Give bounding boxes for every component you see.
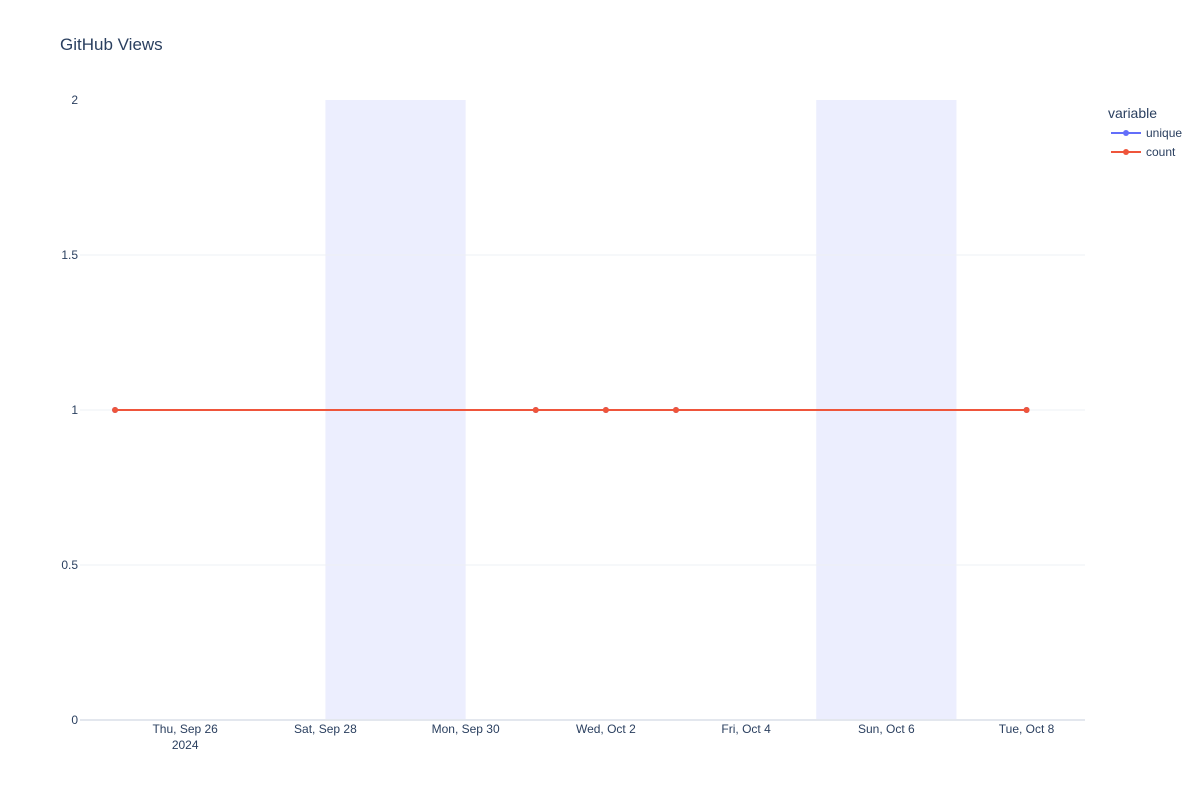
x-tick-label: Sat, Sep 28: [294, 722, 357, 736]
legend-item-count[interactable]: count: [1111, 145, 1176, 159]
data-point-count[interactable]: [112, 407, 119, 413]
x-tick-label: Thu, Sep 26: [152, 722, 218, 736]
x-tick-label: Mon, Sep 30: [432, 722, 500, 736]
y-tick-label: 1: [71, 403, 78, 417]
legend-label: count: [1146, 145, 1176, 159]
data-point-count[interactable]: [1023, 407, 1030, 413]
y-tick-label: 0: [71, 713, 78, 727]
series-layer: [112, 407, 1030, 413]
data-point-count[interactable]: [532, 407, 539, 413]
axes: 0 0.5 1 1.5 2 Thu, Sep 26 2024 Sat, Sep 28 Mon, …: [61, 93, 1085, 752]
x-tick-sublabel: 2024: [172, 738, 199, 752]
y-tick-label: 0.5: [61, 558, 78, 572]
x-tick-label: Sun, Oct 6: [858, 722, 915, 736]
legend-title: variable: [1108, 105, 1157, 121]
legend-label: unique: [1146, 126, 1182, 140]
series-count[interactable]: [112, 407, 1030, 413]
chart-title: GitHub Views: [60, 35, 163, 54]
x-tick-label: Wed, Oct 2: [576, 722, 636, 736]
legend-swatch-marker: [1123, 130, 1129, 136]
y-tick-label: 2: [71, 93, 78, 107]
data-point-count[interactable]: [672, 407, 679, 413]
x-tick-label: Tue, Oct 8: [999, 722, 1055, 736]
legend[interactable]: variable unique count: [1108, 105, 1182, 159]
legend-item-unique[interactable]: unique: [1111, 126, 1182, 140]
x-tick-label: Fri, Oct 4: [721, 722, 771, 736]
legend-swatch-marker: [1123, 149, 1129, 155]
data-point-count[interactable]: [602, 407, 609, 413]
y-tick-label: 1.5: [61, 248, 78, 262]
